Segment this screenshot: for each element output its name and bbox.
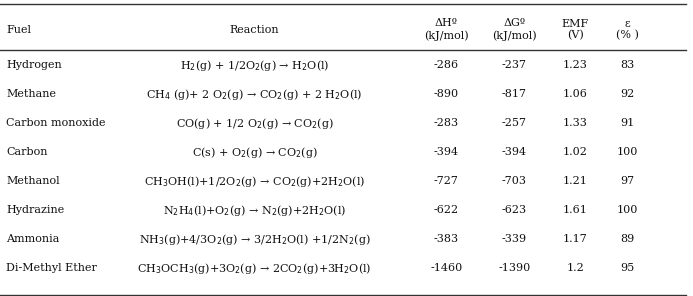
Text: 100: 100 [617,147,638,157]
Text: -383: -383 [434,234,459,244]
Text: 95: 95 [620,263,634,273]
Text: ΔHº
(kJ/mol): ΔHº (kJ/mol) [424,18,468,41]
Text: EMF
(V): EMF (V) [561,19,589,41]
Text: 91: 91 [620,118,634,128]
Text: ΔGº
(kJ/mol): ΔGº (kJ/mol) [492,18,536,41]
Text: 1.33: 1.33 [563,118,588,128]
Text: -1390: -1390 [498,263,530,273]
Text: Carbon: Carbon [6,147,48,157]
Text: 97: 97 [620,176,634,186]
Text: 1.06: 1.06 [563,89,588,99]
Text: Methanol: Methanol [6,176,60,186]
Text: CO(g) + 1/2 O$_2$(g) → CO$_2$(g): CO(g) + 1/2 O$_2$(g) → CO$_2$(g) [176,116,333,131]
Text: -703: -703 [502,176,527,186]
Text: -817: -817 [502,89,527,99]
Text: 1.23: 1.23 [563,60,588,70]
Text: 1.17: 1.17 [563,234,588,244]
Text: ε
(% ): ε (% ) [615,19,639,41]
Text: CH$_3$OCH$_3$(g)+3O$_2$(g) → 2CO$_2$(g)+3H$_2$O(l): CH$_3$OCH$_3$(g)+3O$_2$(g) → 2CO$_2$(g)+… [137,261,372,276]
Text: CH$_4$ (g)+ 2 O$_2$(g) → CO$_2$(g) + 2 H$_2$O(l): CH$_4$ (g)+ 2 O$_2$(g) → CO$_2$(g) + 2 H… [146,87,363,102]
Text: 100: 100 [617,205,638,215]
Text: H$_2$(g) + 1/2O$_2$(g) → H$_2$O(l): H$_2$(g) + 1/2O$_2$(g) → H$_2$O(l) [180,58,329,73]
Text: Methane: Methane [6,89,56,99]
Text: Fuel: Fuel [6,25,31,35]
Text: 83: 83 [620,60,634,70]
Text: -394: -394 [434,147,459,157]
Text: Carbon monoxide: Carbon monoxide [6,118,106,128]
Text: Hydrogen: Hydrogen [6,60,62,70]
Text: -394: -394 [502,147,527,157]
Text: C(s) + O$_2$(g) → CO$_2$(g): C(s) + O$_2$(g) → CO$_2$(g) [192,145,317,160]
Text: -622: -622 [434,205,459,215]
Text: Ammonia: Ammonia [6,234,60,244]
Text: -727: -727 [434,176,459,186]
Text: -1460: -1460 [430,263,462,273]
Text: 1.21: 1.21 [563,176,588,186]
Text: -623: -623 [502,205,527,215]
Text: 89: 89 [620,234,634,244]
Text: -339: -339 [502,234,527,244]
Text: 1.61: 1.61 [563,205,588,215]
Text: Hydrazine: Hydrazine [6,205,64,215]
Text: -283: -283 [434,118,459,128]
Text: 92: 92 [620,89,634,99]
Text: Reaction: Reaction [230,25,279,35]
Text: -890: -890 [434,89,459,99]
Text: N$_2$H$_4$(l)+O$_2$(g) → N$_2$(g)+2H$_2$O(l): N$_2$H$_4$(l)+O$_2$(g) → N$_2$(g)+2H$_2$… [163,203,346,218]
Text: -237: -237 [502,60,527,70]
Text: -257: -257 [502,118,527,128]
Text: 1.02: 1.02 [563,147,588,157]
Text: 1.2: 1.2 [566,263,584,273]
Text: Di-Methyl Ether: Di-Methyl Ether [6,263,97,273]
Text: -286: -286 [434,60,459,70]
Text: CH$_3$OH(l)+1/2O$_2$(g) → CO$_2$(g)+2H$_2$O(l): CH$_3$OH(l)+1/2O$_2$(g) → CO$_2$(g)+2H$_… [144,174,365,189]
Text: NH$_3$(g)+4/3O$_2$(g) → 3/2H$_2$O(l) +1/2N$_2$(g): NH$_3$(g)+4/3O$_2$(g) → 3/2H$_2$O(l) +1/… [139,232,371,247]
